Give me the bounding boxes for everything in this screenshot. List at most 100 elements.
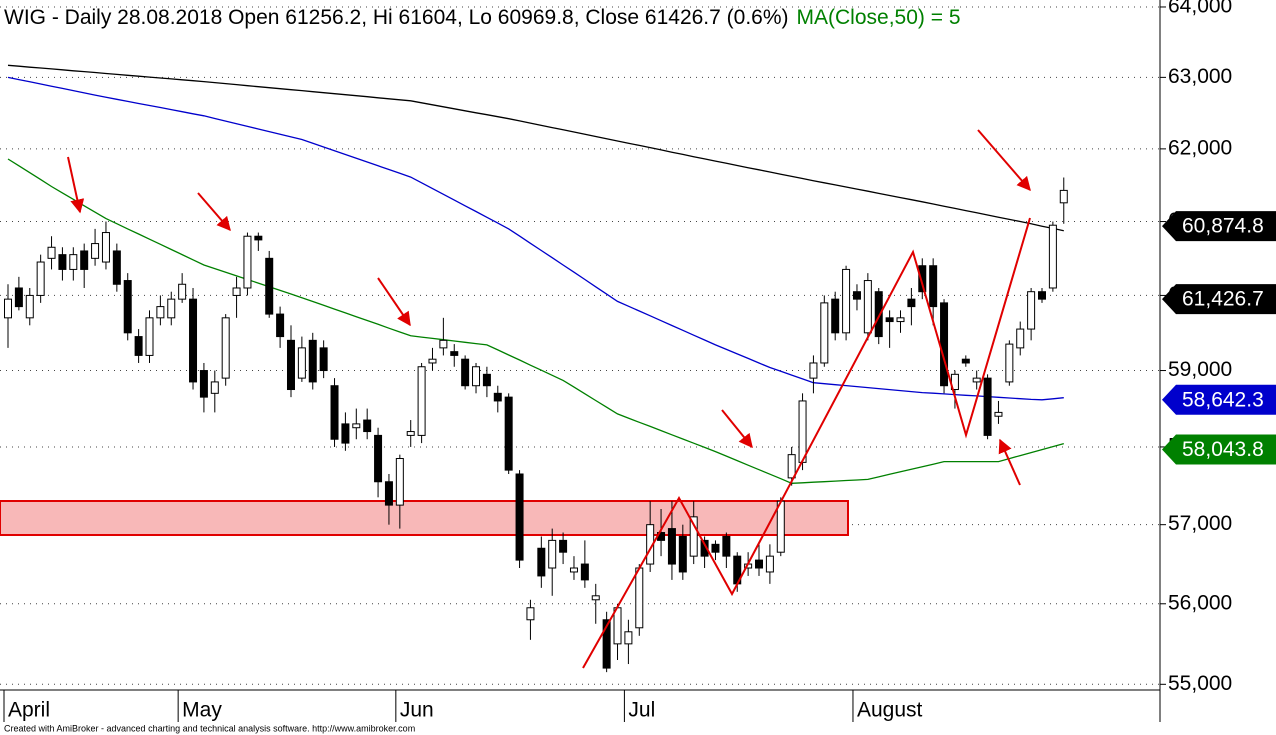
candle-body [286,339,295,391]
candle-body [842,268,851,334]
candle-body [722,535,731,557]
candle-body [580,563,589,581]
candle-body [167,298,176,319]
chart-title: WIG - Daily 28.08.2018 Open 61256.2, Hi … [4,6,961,29]
candle-body [1059,189,1068,204]
candle-body [265,257,274,315]
candle-body [210,381,219,394]
arrow [377,277,411,327]
candle-body [4,298,12,319]
candle-body [352,423,361,429]
price-tag-label: 61,426.7 [1182,288,1264,311]
candle-body [36,261,45,296]
candle-body [624,631,633,645]
candle-body [700,539,709,557]
price-tag [1162,434,1276,465]
candle-body [254,235,263,241]
y-tick-label: 63,000 [1168,65,1232,88]
candle-body [363,419,372,433]
candle-body [221,317,230,379]
candle-body [395,458,404,506]
candle-body [852,291,861,300]
candle-body [961,358,970,364]
candle-body [330,385,339,440]
candle-body [896,317,905,323]
candle-body [112,250,121,285]
candle-body [123,280,132,334]
candle-body [972,377,981,383]
candle-body [569,567,578,573]
candle-body [765,555,774,573]
candle-body [101,232,110,263]
candle-body [276,313,285,338]
grid [0,6,1160,685]
arrow [197,192,231,232]
candle-body [711,543,720,553]
candle-body [80,250,89,270]
arrow [721,409,753,449]
candle-body [809,362,818,379]
candle-body [776,500,785,553]
candle-body [384,481,393,506]
candle-body [831,298,840,334]
candle-body [47,246,56,259]
candle-body [504,396,513,471]
price-tag-label: 58,642.3 [1182,388,1264,411]
candle-body [134,336,143,356]
candle-body [156,306,165,319]
title-ma: MA(Close,50) = 5 [797,6,961,29]
moving-average-line [7,158,1064,484]
candle-body [874,291,883,338]
y-tick-label: 56,000 [1168,591,1232,614]
arrow [998,438,1021,486]
candle-body [994,411,1003,417]
moving-averages [7,64,1064,484]
candle-body [678,535,687,573]
candle-body [199,370,208,398]
candle-body [918,265,927,293]
candle-body [297,347,306,379]
annotations [67,129,1031,669]
price-tags: 58,043.8 58,642.3 60,874.8 61,426.7 [1162,211,1276,465]
arrow [67,156,85,214]
y-tick-label: 62,000 [1168,136,1232,159]
candle-body [482,373,491,387]
candle-body [25,294,34,319]
y-tick-label: 57,000 [1168,512,1232,535]
candle-body [232,287,241,296]
candle-body [374,434,383,483]
candle-body [417,366,426,436]
candle-body [983,377,992,436]
candle-body [1005,343,1014,383]
price-tag [1162,284,1276,315]
candle-body [493,392,502,402]
candle-body [787,454,796,479]
candle-body [341,423,350,444]
candle-body [537,547,546,577]
title-group: WIG - Daily 28.08.2018 Open 61256.2, Hi … [4,6,961,29]
footer: Created with AmiBroker - advanced charti… [4,723,415,733]
candles [4,177,1068,673]
candle-body [450,351,459,356]
candle-body [178,283,187,300]
candle-body [667,528,676,565]
candle-body [929,265,938,308]
price-tag-label: 58,043.8 [1182,438,1264,461]
support-zone [0,500,849,536]
x-tick-label: Jun [400,699,434,722]
candle-body [69,254,78,270]
x-tick-label: Jul [628,699,655,722]
candle-body [1038,291,1046,300]
candle-body [1027,291,1036,330]
price-tag-label: 60,874.8 [1182,215,1264,238]
candle-body [591,595,600,601]
candle-body [439,339,448,349]
moving-average-line [7,64,1064,232]
candle-body [940,302,949,387]
candle-body [526,607,535,621]
candle-body [308,339,317,383]
candle-body [91,243,100,259]
candle-body [406,431,415,436]
title-main: WIG - Daily 28.08.2018 Open 61256.2, Hi … [4,6,789,29]
